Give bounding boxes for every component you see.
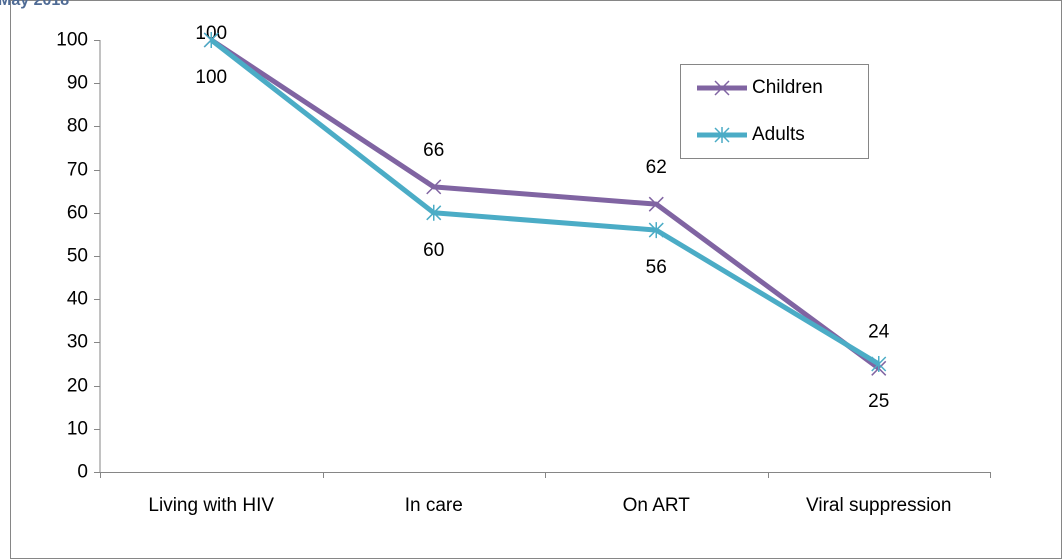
- x-tick-label: Viral suppression: [806, 495, 951, 516]
- line: [209, 38, 881, 367]
- data-label: 25: [868, 391, 889, 412]
- marker: [426, 179, 442, 195]
- legend-marker: [714, 127, 730, 143]
- y-tick-label: 90: [67, 73, 88, 94]
- data-label: 62: [646, 157, 667, 178]
- y-tick-label: 80: [67, 116, 88, 137]
- y-tick-label: 50: [67, 246, 88, 267]
- x-tick-label: Living with HIV: [148, 495, 274, 516]
- legend-box: [680, 64, 869, 159]
- legend-label: Children: [752, 77, 823, 98]
- marker: [203, 32, 219, 48]
- y-tick-label: 0: [77, 462, 88, 483]
- y-tick-label: 40: [67, 289, 88, 310]
- data-label: 24: [868, 321, 890, 342]
- y-tick-label: 10: [67, 419, 88, 440]
- y-tick-label: 100: [56, 30, 88, 51]
- marker: [871, 356, 887, 372]
- data-label: 60: [423, 240, 444, 261]
- marker: [648, 196, 664, 212]
- data-label: 66: [423, 140, 444, 161]
- y-tick-label: 30: [67, 332, 88, 353]
- data-label: 56: [646, 257, 667, 278]
- chart-frame: [10, 0, 1062, 559]
- marker: [648, 222, 664, 239]
- legend-marker: [714, 80, 730, 96]
- chart-title: May 2018: [0, 0, 69, 9]
- x-tick-label: On ART: [623, 495, 691, 516]
- y-tick-label: 70: [67, 160, 88, 181]
- line: [209, 37, 881, 371]
- marker: [426, 204, 442, 221]
- y-tick-label: 20: [67, 376, 88, 397]
- legend-label: Adults: [752, 124, 805, 145]
- x-tick-label: In care: [405, 495, 463, 516]
- y-tick-label: 60: [67, 203, 88, 224]
- data-label: 100: [195, 67, 227, 88]
